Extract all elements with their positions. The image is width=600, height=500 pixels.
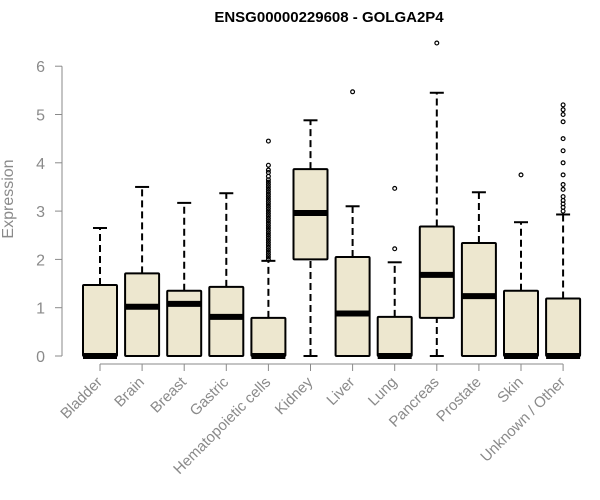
box-10 [460, 191, 497, 357]
outlier-point [265, 162, 271, 168]
outlier-point [560, 148, 566, 154]
outlier-point [265, 198, 271, 204]
outlier-point [560, 102, 566, 108]
outlier-point [265, 239, 271, 245]
box-2 [124, 185, 161, 358]
outlier-point [265, 211, 271, 217]
outlier-point [265, 220, 271, 226]
y-axis: 0 1 2 3 4 5 6 [36, 59, 63, 366]
outlier-point [265, 235, 271, 241]
outlier-point [265, 225, 271, 231]
y-tick-label: 0 [36, 349, 45, 366]
box-iqr [376, 315, 413, 358]
outlier-point [265, 167, 271, 173]
box-3 [166, 201, 203, 358]
outlier-point [265, 203, 271, 209]
x-tick-label: Breast [147, 373, 190, 416]
box-4 [208, 192, 245, 357]
outlier-point [265, 223, 271, 229]
outlier-point [560, 119, 566, 125]
box-iqr [166, 289, 203, 358]
outlier-point [265, 206, 271, 212]
x-tick-label: Liver [323, 374, 358, 409]
outlier-point [265, 138, 271, 144]
outlier-point [560, 160, 566, 166]
y-tick-label: 4 [36, 156, 45, 173]
outlier-point [560, 172, 566, 178]
outlier-point [265, 249, 271, 255]
box-7 [334, 89, 371, 357]
outlier-point [518, 172, 524, 178]
outlier-point [265, 247, 271, 253]
box-9 [418, 40, 455, 357]
box-iqr [82, 283, 118, 357]
outlier-point [265, 179, 271, 185]
box-8 [376, 185, 413, 359]
box-iqr [460, 241, 497, 357]
outlier-point [560, 107, 566, 113]
outlier-point [265, 201, 271, 207]
outlier-point [265, 244, 271, 250]
outlier-point [434, 40, 440, 46]
outlier-point [560, 194, 566, 200]
outlier-point [265, 186, 271, 192]
outlier-point [265, 242, 271, 248]
y-tick-label: 5 [36, 108, 45, 125]
outlier-point [265, 254, 271, 260]
boxes-group [82, 40, 582, 359]
box-6 [292, 119, 329, 357]
outlier-point [265, 232, 271, 238]
box-iqr [208, 285, 245, 357]
outlier-point [265, 194, 271, 200]
box-iqr [250, 316, 287, 357]
outlier-point [265, 208, 271, 214]
outlier-point [265, 189, 271, 195]
outlier-point [265, 196, 271, 202]
outlier-point [560, 197, 566, 203]
outlier-point [265, 230, 271, 236]
x-tick-label: Prostate [433, 374, 485, 426]
y-axis-label: Expression [0, 159, 17, 238]
box-iqr [503, 289, 539, 358]
outlier-point [560, 182, 566, 188]
outlier-point [265, 182, 271, 188]
outlier-point [560, 136, 566, 142]
x-tick-label: Skin [494, 374, 527, 407]
outlier-point [560, 208, 566, 214]
outlier-point [392, 185, 398, 191]
outlier-point [265, 227, 271, 233]
box-1 [82, 227, 118, 359]
x-tick-label: Lung [365, 374, 401, 410]
outlier-point [265, 215, 271, 221]
outlier-point [265, 218, 271, 224]
box-iqr [545, 297, 582, 358]
outlier-point [392, 246, 398, 252]
outlier-point [265, 252, 271, 258]
outlier-point [265, 256, 271, 262]
x-tick-label: Brain [111, 374, 148, 411]
outlier-point [265, 184, 271, 190]
box-11 [503, 172, 539, 359]
box-iqr [334, 255, 371, 357]
x-tick-label: Kidney [272, 373, 317, 418]
outlier-point [265, 213, 271, 219]
outlier-point [265, 169, 271, 175]
outlier-point [265, 173, 271, 179]
box-iqr [124, 272, 161, 358]
chart-title: ENSG00000229608 - GOLGA2P4 [214, 9, 444, 26]
outlier-point [350, 89, 356, 95]
box-5 [250, 138, 287, 359]
y-tick-label: 2 [36, 252, 45, 269]
outlier-point [265, 191, 271, 197]
outlier-point [560, 186, 566, 192]
y-tick-label: 1 [36, 301, 45, 318]
x-tick-label: Bladder [57, 374, 106, 423]
box-12 [545, 102, 582, 359]
outlier-point [265, 237, 271, 243]
y-tick-label: 3 [36, 204, 45, 221]
outlier-point [560, 111, 566, 117]
y-tick-label: 6 [36, 59, 45, 76]
